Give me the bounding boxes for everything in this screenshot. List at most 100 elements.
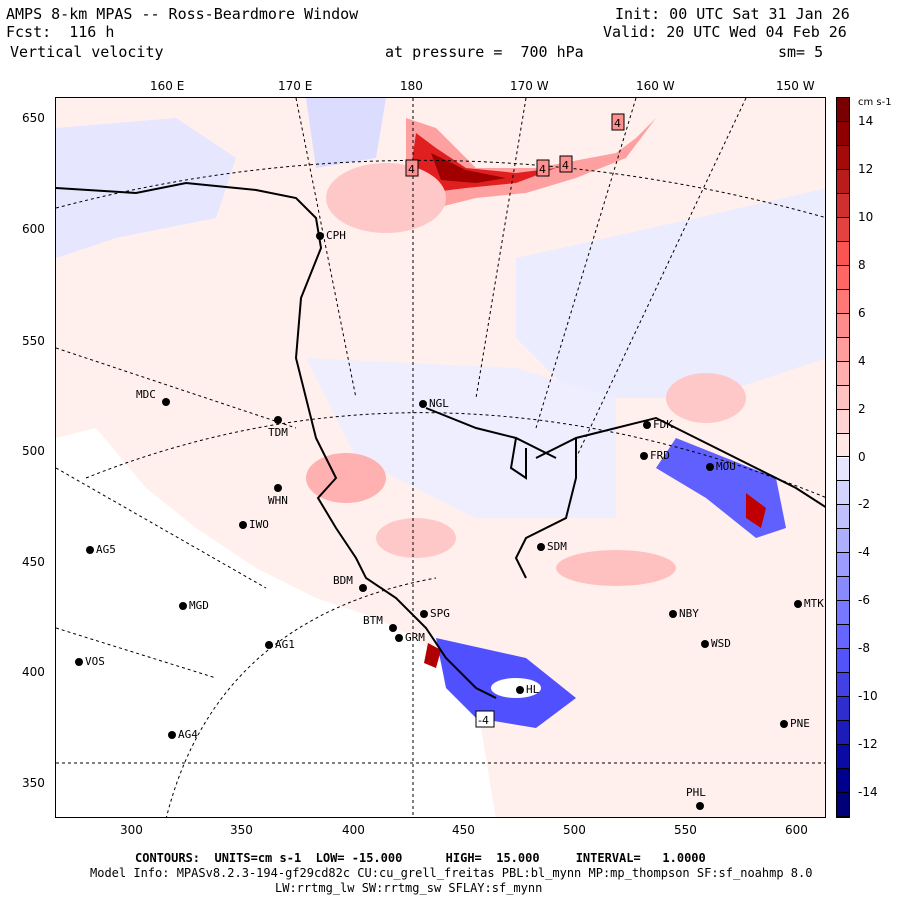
station-label: HL [526, 683, 540, 696]
colorbar-tick-label: 12 [858, 161, 874, 176]
station-label: MGD [189, 599, 209, 612]
weak-descent-area [516, 188, 825, 398]
graticule [56, 98, 825, 817]
ascent-max [431, 153, 506, 183]
colorbar-tick-label: -2 [858, 497, 870, 512]
x-tick-label: 300 [120, 823, 143, 837]
station-marker[interactable] [389, 624, 397, 632]
station-marker[interactable] [643, 421, 651, 429]
station-marker[interactable] [706, 463, 714, 471]
colorbar [836, 97, 850, 818]
station-marker[interactable] [640, 452, 648, 460]
colorbar-cell [837, 409, 849, 434]
colorbar-cell [837, 241, 849, 266]
station-marker[interactable] [516, 686, 524, 694]
station-label: FDK [653, 418, 673, 431]
colorbar-cell [837, 553, 849, 578]
colorbar-tick-label: -6 [858, 593, 870, 608]
station-marker[interactable] [239, 521, 247, 529]
field-name: Vertical velocity [10, 43, 164, 61]
station-marker[interactable] [419, 400, 427, 408]
valid-time: Valid: 20 UTC Wed 04 Feb 26 [603, 23, 847, 41]
ascent-core-small [746, 493, 766, 528]
y-tick-label: 450 [22, 555, 45, 569]
colorbar-cell [837, 697, 849, 722]
y-tick-label: 350 [22, 776, 45, 790]
colorbar-cell [837, 649, 849, 674]
colorbar-tick-label: -10 [858, 689, 878, 704]
station-marker[interactable] [696, 802, 704, 810]
colorbar-tick-label: 2 [858, 401, 866, 416]
colorbar-cell [837, 625, 849, 650]
station-marker[interactable] [274, 416, 282, 424]
station-marker[interactable] [420, 610, 428, 618]
smoothing-value: sm= 5 [778, 43, 824, 61]
station-marker[interactable] [162, 398, 170, 406]
coastline [56, 181, 825, 699]
plot-title: AMPS 8-km MPAS -- Ross-Beardmore Window [6, 5, 359, 23]
colorbar-cell [837, 601, 849, 626]
station-marker[interactable] [86, 546, 94, 554]
station-marker[interactable] [359, 584, 367, 592]
colorbar-tick-label: 10 [858, 209, 874, 224]
contour-label: 4 [408, 163, 415, 176]
model-info-physics: LW:rrtmg_lw SW:rrtmg_sw SFLAY:sf_mynn [275, 881, 543, 895]
station-marker[interactable] [274, 484, 282, 492]
weak-descent-area [56, 118, 236, 258]
y-tick-label: 550 [22, 334, 45, 348]
station-label: AG4 [178, 728, 198, 741]
station-marker[interactable] [179, 602, 187, 610]
station-marker[interactable] [168, 731, 176, 739]
station-label: SDM [547, 540, 567, 553]
x-tick-label: 400 [342, 823, 365, 837]
colorbar-cell [837, 313, 849, 338]
station-marker[interactable] [780, 720, 788, 728]
station-label: NGL [429, 397, 449, 410]
station-label: VOS [85, 655, 105, 668]
ascent-area [376, 518, 456, 558]
no-data-region [56, 428, 496, 817]
forecast-hour: Fcst: 116 h [6, 23, 115, 41]
colorbar-tick-label: -8 [858, 641, 870, 656]
colorbar-tick-label: -4 [858, 545, 870, 560]
station-label: WSD [711, 637, 731, 650]
colorbar-tick-label: 6 [858, 305, 866, 320]
x-tick-label: 500 [563, 823, 586, 837]
station-marker[interactable] [794, 600, 802, 608]
ascent-area [326, 163, 446, 233]
station-label: BDM [333, 574, 353, 587]
station-label: TDM [268, 426, 288, 439]
station-marker[interactable] [701, 640, 709, 648]
map-plot-area[interactable]: 4 4 4 4 -4 [55, 97, 826, 818]
station-marker[interactable] [537, 543, 545, 551]
colorbar-cell [837, 505, 849, 530]
station-label: WHN [268, 494, 288, 507]
model-info: Model Info: MPASv8.2.3-194-gf29cd82c CU:… [90, 866, 813, 880]
colorbar-cell [837, 745, 849, 770]
colorbar-cell [837, 121, 849, 146]
lon-label: 160 E [150, 79, 185, 93]
pressure-level: at pressure = 700 hPa [385, 43, 584, 61]
station-marker[interactable] [316, 232, 324, 240]
colorbar-cell [837, 673, 849, 698]
station-label: FRD [650, 449, 670, 462]
contour-label: 4 [539, 163, 546, 176]
x-tick-label: 350 [230, 823, 253, 837]
colorbar-tick-label: 14 [858, 113, 874, 128]
contour-labels: 4 4 4 4 -4 [405, 113, 625, 728]
station-label: PNE [790, 717, 810, 730]
colorbar-cell [837, 481, 849, 506]
colorbar-tick-label: 4 [858, 353, 866, 368]
colorbar-cell [837, 145, 849, 170]
colorbar-cell [837, 169, 849, 194]
station-marker[interactable] [669, 610, 677, 618]
lon-label: 180 [400, 79, 423, 93]
ascent-area [306, 453, 386, 503]
station-marker[interactable] [265, 641, 273, 649]
ascent-core-small [424, 643, 441, 668]
station-marker[interactable] [75, 658, 83, 666]
station-marker[interactable] [395, 634, 403, 642]
station-label: BTM [363, 614, 383, 627]
colorbar-cell [837, 289, 849, 314]
x-tick-label: 550 [674, 823, 697, 837]
